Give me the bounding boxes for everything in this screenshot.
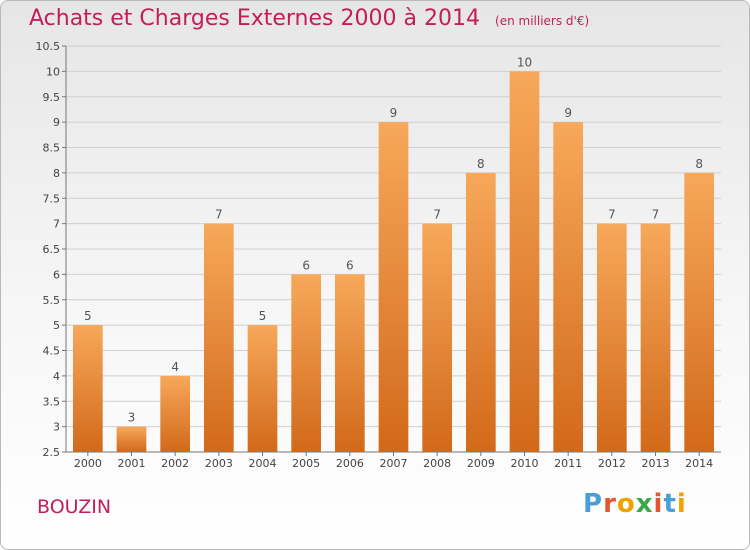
y-tick-label: 3.5 xyxy=(43,395,61,408)
value-label-2009: 8 xyxy=(477,157,485,171)
bar-2009 xyxy=(465,172,496,452)
labels: 2.5 3 3.5 4 4.5 5 5.5 6 6.5 7 7.5 8 8.5 9 9.5 10 10.5 5 20… xyxy=(36,40,714,470)
value-label-2004: 5 xyxy=(259,309,267,323)
bar-2008 xyxy=(422,223,453,452)
y-tick-label: 2.5 xyxy=(43,446,61,459)
x-tick-label: 2013 xyxy=(642,457,670,470)
value-label-2001: 3 xyxy=(128,411,136,425)
x-tick-label: 2000 xyxy=(74,457,102,470)
bar-2013 xyxy=(640,223,671,452)
x-tick-label: 2008 xyxy=(423,457,451,470)
value-label-2008: 7 xyxy=(433,208,441,222)
commune-name: BOUZIN xyxy=(37,496,112,518)
value-label-2005: 6 xyxy=(302,258,310,272)
value-label-2000: 5 xyxy=(84,309,92,323)
x-tick-label: 2010 xyxy=(511,457,539,470)
y-tick-label: 10 xyxy=(46,65,60,78)
y-tick-label: 4.5 xyxy=(43,345,61,358)
chart-title: Achats et Charges Externes 2000 à 2014 xyxy=(29,6,480,31)
bar-2002 xyxy=(160,375,191,452)
x-tick-label: 2007 xyxy=(380,457,408,470)
bar-2003 xyxy=(203,223,234,452)
value-label-2014: 8 xyxy=(695,157,703,171)
bar-2004 xyxy=(247,325,278,452)
bar-2005 xyxy=(291,274,322,452)
value-label-2012: 7 xyxy=(608,208,616,222)
logo-letter: P xyxy=(583,489,604,519)
x-tick-label: 2003 xyxy=(205,457,233,470)
y-tick-label: 5 xyxy=(53,319,60,332)
y-tick-label: 5.5 xyxy=(43,294,61,307)
value-label-2007: 9 xyxy=(390,106,398,120)
y-tick-label: 7.5 xyxy=(43,192,61,205)
y-tick-label: 3 xyxy=(53,421,60,434)
y-tick-label: 9.5 xyxy=(43,91,61,104)
proxiti-logo: Proxiti xyxy=(583,489,687,519)
x-tick-label: 2011 xyxy=(554,457,582,470)
title-row: Achats et Charges Externes 2000 à 2014 (… xyxy=(29,6,589,31)
value-label-2010: 10 xyxy=(517,55,532,69)
bar-2001 xyxy=(116,426,147,452)
bars xyxy=(72,71,715,452)
y-tick-label: 9 xyxy=(53,116,60,129)
y-tick-label: 4 xyxy=(53,370,60,383)
logo-letter: x xyxy=(635,489,654,519)
x-tick-label: 2012 xyxy=(598,457,626,470)
value-label-2006: 6 xyxy=(346,258,354,272)
bar-2000 xyxy=(72,325,103,452)
value-label-2013: 7 xyxy=(652,208,660,222)
x-tick-label: 2006 xyxy=(336,457,364,470)
y-tick-label: 8 xyxy=(53,167,60,180)
x-tick-label: 2005 xyxy=(292,457,320,470)
y-tick-label: 8.5 xyxy=(43,142,61,155)
y-tick-label: 7 xyxy=(53,218,60,231)
bar-2011 xyxy=(553,122,584,452)
x-tick-label: 2001 xyxy=(118,457,146,470)
bar-2007 xyxy=(378,122,409,452)
x-tick-label: 2014 xyxy=(685,457,713,470)
bar-2010 xyxy=(509,71,540,452)
logo-letter: t xyxy=(663,489,677,519)
y-tick-label: 10.5 xyxy=(36,40,61,53)
bar-2012 xyxy=(596,223,627,452)
y-tick-label: 6 xyxy=(53,268,60,281)
x-tick-label: 2002 xyxy=(161,457,189,470)
logo-letter: o xyxy=(616,489,636,519)
value-label-2011: 9 xyxy=(564,106,572,120)
logo-letter: i xyxy=(676,489,687,519)
logo-letter: i xyxy=(653,489,664,519)
y-tick-label: 6.5 xyxy=(43,243,61,256)
bar-2006 xyxy=(334,274,365,452)
bar-2014 xyxy=(684,172,715,452)
value-label-2002: 4 xyxy=(171,360,179,374)
chart-unit: (en milliers d'€) xyxy=(495,14,590,28)
value-label-2003: 7 xyxy=(215,208,223,222)
logo-letter: r xyxy=(603,489,617,519)
x-tick-label: 2009 xyxy=(467,457,495,470)
x-tick-label: 2004 xyxy=(249,457,277,470)
